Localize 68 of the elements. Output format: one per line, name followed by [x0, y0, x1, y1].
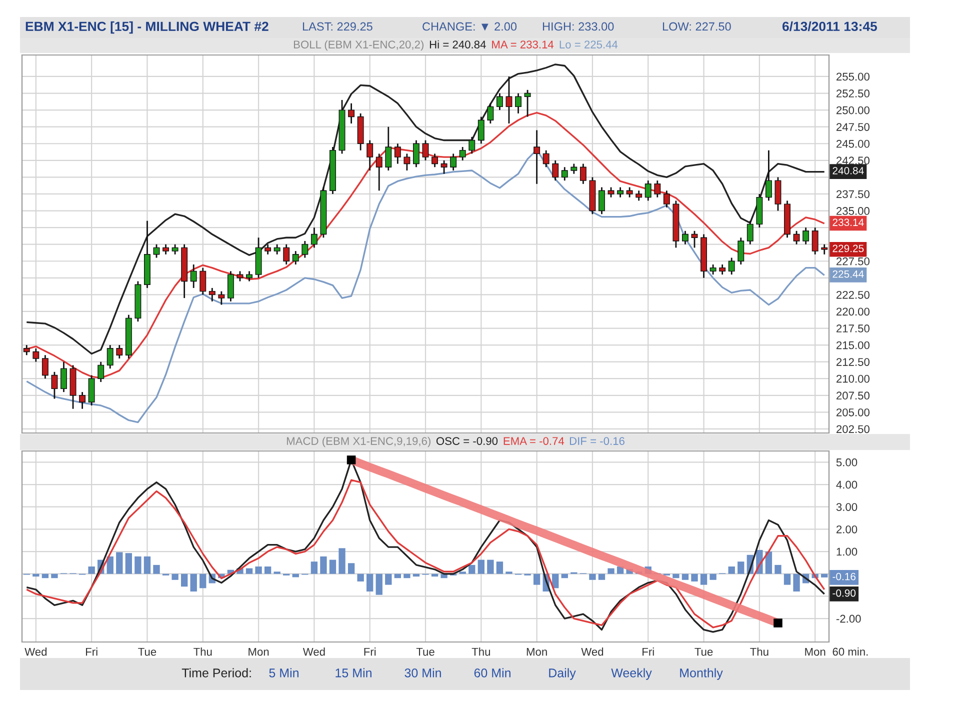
text: LOW: 227.50 [662, 22, 731, 31]
text: LAST: 229.25 [302, 22, 372, 31]
text: Hi = 240.84 [430, 40, 486, 48]
x-tick-label: Wed [302, 648, 325, 656]
text: Weekly [611, 668, 652, 680]
y-tick-label: 4.00 [836, 480, 858, 489]
text: HIGH: 233.00 [542, 22, 614, 31]
x-tick-label: Wed [24, 648, 47, 656]
chart-title: EBM X1-ENC [15] - MILLING WHEAT #2 [26, 21, 268, 34]
x-tick-label: Thu [472, 648, 490, 656]
y-tick-label: 252.50 [836, 90, 870, 98]
x-tick-label: Fri [364, 648, 376, 656]
y-tick-label: 212.50 [836, 358, 870, 366]
annotation: -0.16 [832, 572, 856, 580]
y-tick-label: 1.00 [836, 548, 858, 556]
x-tick-label: Fri [642, 648, 654, 656]
y-tick-label: 202.50 [836, 425, 870, 434]
y-tick-label: 242.50 [836, 156, 870, 165]
y-tick-label: 217.50 [836, 324, 870, 332]
annotation: -0.90 [832, 589, 856, 597]
y-tick-label: 205.00 [836, 408, 870, 416]
y-tick-label: 247.50 [836, 123, 870, 131]
x-tick-label: Thu [194, 648, 212, 656]
x-tick-label: Mon [805, 648, 826, 656]
y-tick-label: 222.50 [836, 290, 870, 299]
text: 6/13/2011 13:45 [782, 21, 878, 32]
x-tick-label: Tue [694, 648, 713, 656]
text: CHANGE: ▼ 2.00 [422, 22, 517, 31]
annotation: 229.25 [832, 244, 864, 252]
annotation: 233.14 [832, 218, 864, 226]
x-tick-label: Tue [138, 648, 156, 656]
text: 5 Min [269, 668, 298, 678]
legend-title: BOLL (EBM X1-ENC,20,2) [294, 40, 424, 51]
y-tick-label: 235.00 [836, 207, 870, 215]
y-tick-label: 215.00 [836, 341, 870, 350]
x-tick-label: Tue [416, 648, 434, 656]
y-tick-label: 210.00 [836, 374, 870, 383]
y-tick-label: 250.00 [836, 106, 870, 114]
x-axis-title: 60 min. [832, 648, 868, 656]
y-tick-label: 220.00 [836, 308, 870, 316]
y-tick-label: 227.50 [836, 257, 870, 266]
text: MA = 233.14 [492, 40, 554, 48]
y-tick-label: 5.00 [836, 458, 858, 466]
y-tick-label: 237.50 [836, 190, 870, 198]
y-tick-label: 2.00 [836, 525, 858, 534]
text: Lo = 225.44 [560, 40, 618, 48]
x-tick-label: Wed [581, 648, 604, 656]
x-tick-label: Fri [86, 648, 98, 656]
annotation: 240.84 [832, 166, 864, 174]
annotation: 225.44 [832, 270, 864, 278]
text: 60 Min [474, 668, 510, 678]
x-tick-label: Mon [248, 648, 269, 656]
y-tick-label: 207.50 [836, 392, 870, 400]
text: DIF = -0.16 [570, 437, 624, 445]
y-tick-label: 245.00 [836, 140, 870, 148]
y-tick-label: 3.00 [836, 503, 858, 511]
text: 30 Min [404, 668, 441, 678]
text: Monthly [680, 668, 723, 680]
y-tick-label: -2.00 [836, 614, 861, 623]
text: Daily [549, 668, 576, 680]
text: Time Period: [182, 668, 251, 678]
y-tick-label: 255.00 [836, 72, 870, 81]
legend-title: MACD (EBM X1-ENC,9,19,6) [286, 436, 430, 448]
x-tick-label: Mon [526, 648, 547, 656]
x-tick-label: Thu [750, 648, 768, 656]
text: EMA = -0.74 [504, 437, 564, 445]
text: OSC = -0.90 [436, 437, 498, 445]
text: 15 Min [336, 668, 372, 678]
